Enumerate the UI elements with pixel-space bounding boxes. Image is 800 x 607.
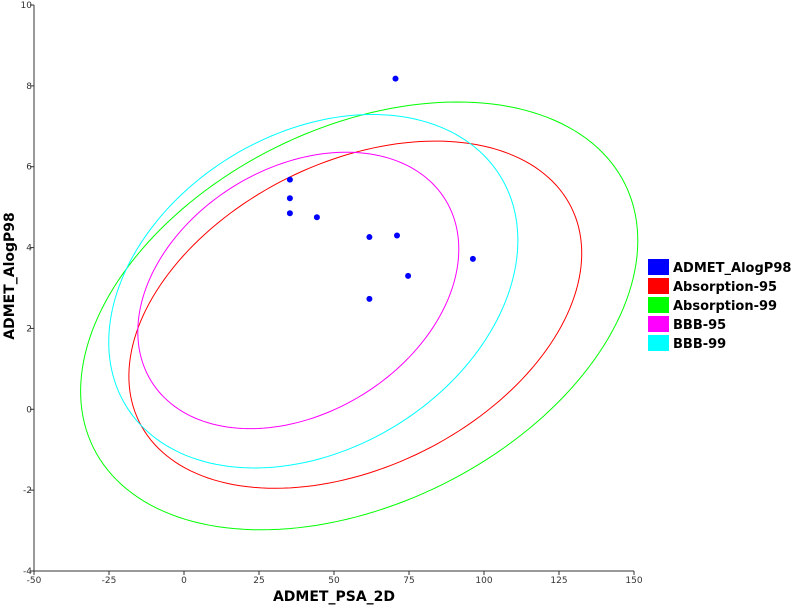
- y-axis-title: ADMET_AlogP98: [2, 212, 18, 340]
- y-tick-label: 10: [21, 1, 33, 11]
- legend-label: Absorption-99: [673, 299, 777, 314]
- confidence-ellipses: [80, 101, 639, 531]
- y-tick-label: 2: [26, 324, 32, 334]
- ellipse-bbb-99: [108, 113, 519, 469]
- x-tick-label: 125: [550, 576, 567, 586]
- y-tick-label: -2: [23, 486, 32, 496]
- x-axis-title: ADMET_PSA_2D: [273, 589, 395, 605]
- y-tick-label: 0: [26, 405, 32, 415]
- x-tick-label: 75: [403, 576, 414, 586]
- data-point: [405, 272, 412, 279]
- ellipse-absorption-95: [128, 140, 583, 489]
- data-point: [286, 210, 293, 217]
- ellipse-absorption-99: [80, 101, 639, 531]
- legend-swatch: [648, 335, 669, 351]
- data-point: [286, 176, 293, 183]
- y-tick-label: 4: [26, 244, 32, 254]
- data-point: [394, 232, 400, 239]
- legend-label: BBB-99: [673, 337, 726, 352]
- data-point: [392, 75, 399, 82]
- x-ticks: -50 -25 0 25 50 75 100 125 150: [27, 571, 643, 586]
- legend-swatch: [648, 316, 669, 332]
- x-tick-label: -50: [27, 576, 42, 586]
- data-point: [313, 214, 320, 221]
- y-ticks: -4 -2 0 2 4 6 8 10: [21, 1, 34, 577]
- data-point: [469, 255, 476, 262]
- legend-label: ADMET_AlogP98: [673, 261, 791, 276]
- y-tick-label: 8: [26, 82, 32, 92]
- legend-swatch: [648, 278, 669, 294]
- y-tick-label: 6: [26, 163, 32, 173]
- x-tick-label: 0: [181, 576, 187, 586]
- data-point: [366, 234, 373, 241]
- legend-label: BBB-95: [673, 318, 726, 333]
- data-point: [286, 195, 293, 202]
- legend-label: Absorption-95: [673, 280, 777, 295]
- x-tick-label: -25: [102, 576, 117, 586]
- x-tick-label: 100: [475, 576, 492, 586]
- legend-swatch: [648, 297, 669, 313]
- x-tick-label: 50: [328, 576, 340, 586]
- legend: ADMET_AlogP98 Absorption-95 Absorption-99 B…: [648, 259, 791, 352]
- data-points: [286, 75, 476, 302]
- y-tick-label: -4: [23, 567, 32, 577]
- x-tick-label: 25: [253, 576, 264, 586]
- legend-swatch: [648, 259, 669, 275]
- data-point: [366, 295, 373, 302]
- x-tick-label: 150: [625, 576, 642, 586]
- ellipse-bbb-95: [137, 151, 460, 430]
